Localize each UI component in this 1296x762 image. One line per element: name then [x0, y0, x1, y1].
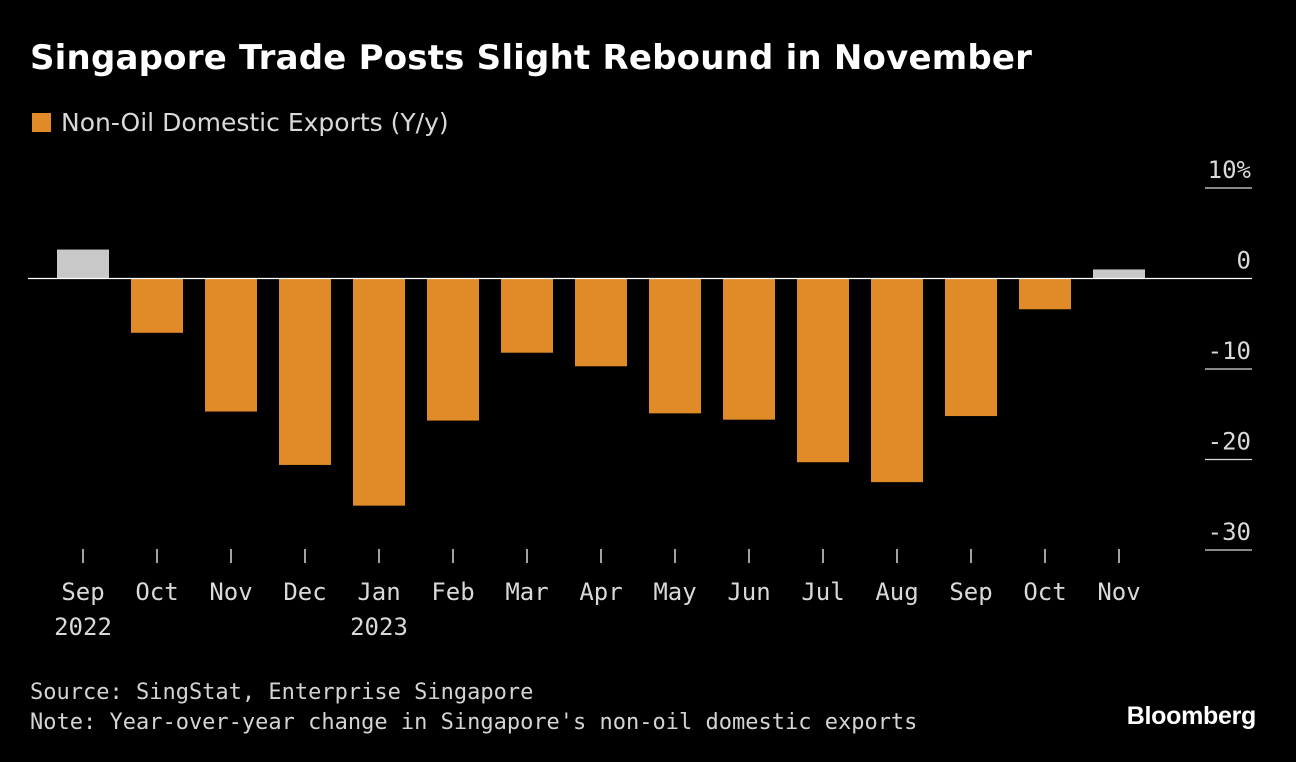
x-tick-label: Apr — [579, 578, 622, 606]
x-tick-label: Dec — [283, 578, 326, 606]
x-tick-label: May — [653, 578, 696, 606]
x-tick-label: Sep — [61, 578, 104, 606]
x-tick-label: Aug — [875, 578, 918, 606]
bar-7 — [501, 278, 553, 353]
note-text: Note: Year-over-year change in Singapore… — [30, 710, 918, 735]
legend-label: Non-Oil Domestic Exports (Y/y) — [61, 108, 449, 137]
bloomberg-logo: Bloomberg — [1126, 702, 1257, 730]
source-text: Source: SingStat, Enterprise Singapore — [30, 680, 534, 705]
y-tick-label: -20 — [1208, 428, 1251, 456]
bar-4 — [279, 278, 331, 465]
x-year-label: 2022 — [54, 613, 112, 641]
bar-3 — [205, 278, 257, 412]
x-tick-label: Jun — [727, 578, 770, 606]
x-year-label: 2023 — [350, 613, 408, 641]
y-tick-label: -30 — [1208, 518, 1251, 546]
bar-11 — [797, 278, 849, 463]
x-tick-label: Mar — [505, 578, 548, 606]
x-tick-label: Jul — [801, 578, 844, 606]
footer: Source: SingStat, Enterprise Singapore N… — [30, 678, 917, 738]
x-axis: Sep 2022 Oct Nov Dec Jan 2023 Feb Mar Apr May Jun Ju… — [54, 549, 1141, 641]
y-tick-label: -10 — [1208, 337, 1251, 365]
bar-10 — [723, 278, 775, 420]
legend-swatch — [32, 113, 51, 132]
x-tick-label: Oct — [135, 578, 178, 606]
bar-13 — [945, 278, 997, 417]
legend: Non-Oil Domestic Exports (Y/y) — [32, 108, 449, 137]
x-tick-label: Jan — [357, 578, 400, 606]
bar-15 — [1093, 269, 1145, 279]
bar-6 — [427, 278, 479, 421]
x-tick-label: Feb — [431, 578, 474, 606]
bars-layer — [57, 249, 1145, 506]
bar-14 — [1019, 278, 1071, 310]
y-tick-label: 0 — [1237, 247, 1251, 275]
bar-12 — [871, 278, 923, 483]
x-tick-label: Nov — [209, 578, 252, 606]
x-tick-label: Oct — [1023, 578, 1066, 606]
y-tick-label: 10% — [1208, 156, 1252, 184]
bar-5 — [353, 278, 405, 506]
bar-9 — [649, 278, 701, 414]
bar-8 — [575, 278, 627, 367]
y-axis: 10% 0 -10 -20 -30 — [1205, 156, 1252, 551]
bar-1 — [57, 249, 109, 279]
bar-2 — [131, 278, 183, 333]
chart-title: Singapore Trade Posts Slight Rebound in … — [30, 38, 1033, 78]
x-tick-label: Nov — [1097, 578, 1140, 606]
x-tick-label: Sep — [949, 578, 992, 606]
